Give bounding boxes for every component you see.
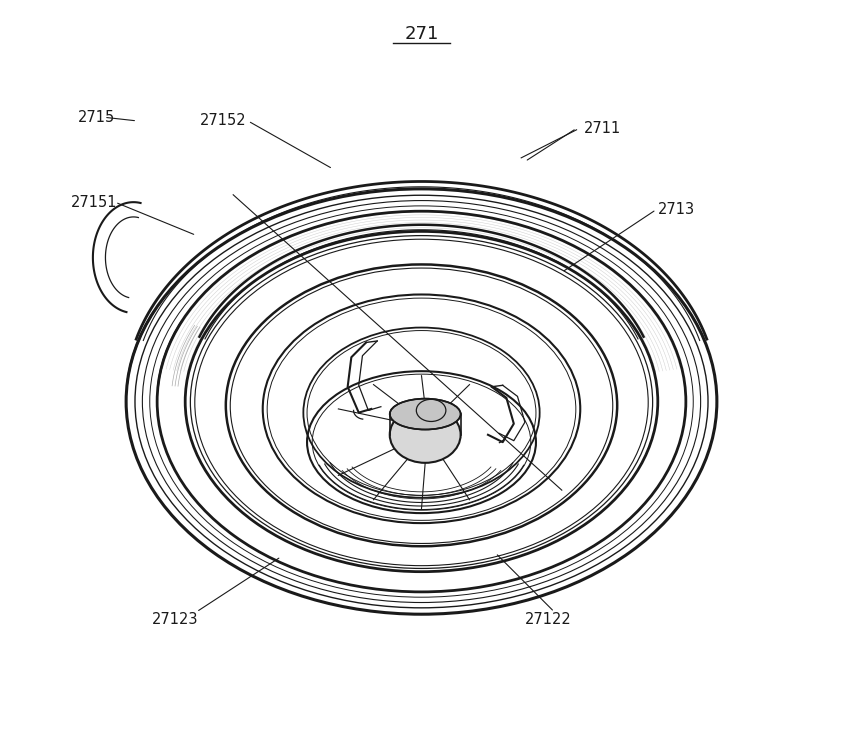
Text: 27151: 27151 — [71, 195, 117, 210]
Text: 2711: 2711 — [584, 121, 621, 136]
Ellipse shape — [389, 407, 460, 463]
Ellipse shape — [389, 399, 460, 429]
Text: 2715: 2715 — [78, 109, 115, 125]
Text: 2713: 2713 — [658, 202, 695, 217]
Text: 271: 271 — [405, 25, 438, 43]
Text: 27122: 27122 — [525, 612, 572, 627]
Text: 27123: 27123 — [152, 612, 198, 627]
Text: 27152: 27152 — [200, 113, 247, 129]
